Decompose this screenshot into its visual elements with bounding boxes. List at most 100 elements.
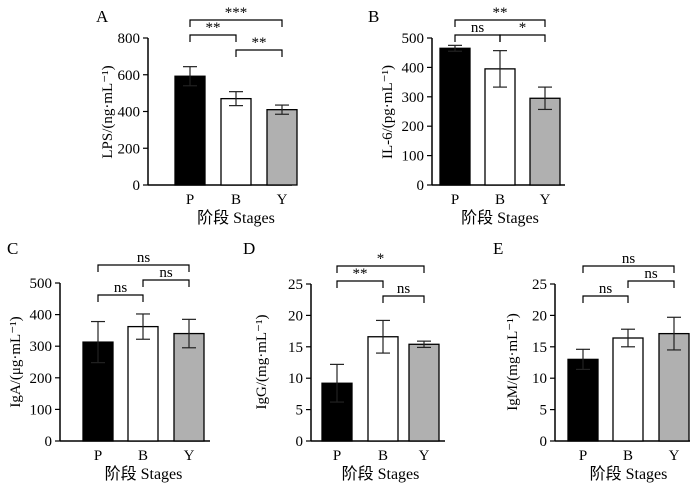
panel-d-x-axis-title: 阶段 Stages — [342, 465, 420, 483]
panel-e-x-tick-label-y: Y — [669, 448, 680, 464]
panel-b-bar-y — [529, 97, 561, 186]
panel-b-significance-label: ns — [471, 20, 485, 36]
panel-d-y-tick-label: 10 — [288, 371, 303, 387]
panel-e-significance-label: ns — [644, 266, 658, 282]
panel-d-chart: D 0 5 10 15 20 25 IgG/(mg·mL⁻¹) P B Y阶段 Stages ** ns… — [243, 239, 445, 483]
panel-c-significance-bracket — [97, 294, 144, 302]
panel-e-significance-label: ns — [599, 281, 613, 297]
panel-e-y-tick-label: 15 — [532, 340, 547, 356]
panel-b-y-axis-label: IL-6/(pg·mL⁻¹) — [380, 65, 396, 159]
panel-e-significance-bracket — [582, 265, 675, 273]
panel-d-x-tick-label-p: P — [333, 448, 341, 464]
panel-e-bar-p — [567, 358, 599, 442]
panel-b-bar-b — [484, 68, 516, 186]
panel-e-y-axis-label: IgM/(mg·mL⁻¹) — [505, 313, 521, 410]
panel-e-letter: E — [493, 239, 503, 258]
panel-a-significance-label: ** — [252, 35, 267, 51]
panel-d-y-tick-label: 0 — [296, 434, 304, 450]
panel-b-x-tick-label-b: B — [495, 192, 505, 208]
panel-b-chart: B 0 100 200 300 400 500 IL-6/(pg·mL⁻¹) P B Y阶段 Sta… — [368, 5, 565, 227]
panel-b-y-tick-label: 0 — [417, 178, 425, 194]
panel-b-significance-bracket — [499, 34, 546, 42]
panel-b-x-tick-label-p: P — [451, 192, 459, 208]
panel-d-y-tick-label: 20 — [288, 308, 303, 324]
panel-c-y-tick-label: 300 — [30, 339, 53, 355]
panel-d-significance-bracket — [336, 265, 425, 273]
panel-e-y-tick-label: 10 — [532, 371, 547, 387]
panel-d-letter: D — [243, 239, 255, 258]
panel-e-y-tick-label: 0 — [540, 434, 548, 450]
panel-d-bar-b — [367, 336, 399, 442]
panel-d-y-tick-label: 15 — [288, 340, 303, 356]
panel-e-significance-bracket — [627, 280, 675, 288]
panel-c-y-tick-label: 200 — [30, 371, 53, 387]
panel-c-y-tick-label: 500 — [30, 276, 53, 292]
panel-b-y-tick-label: 300 — [402, 90, 425, 106]
panel-a-chart: A 0 200 400 600 800 LPS/(ng·mL⁻¹) P B Y阶段 Stages *… — [96, 5, 298, 227]
panel-b-y-tick-label: 400 — [402, 60, 425, 76]
panel-c-significance-label: ns — [159, 265, 173, 281]
panel-a-letter: A — [96, 7, 109, 26]
panel-d-y-axis-label: IgG/(mg·mL⁻¹) — [254, 315, 270, 410]
panel-c-y-tick-label: 400 — [30, 308, 53, 324]
panel-d-y-tick-label: 5 — [296, 403, 304, 419]
panel-d-significance-bracket — [336, 280, 384, 288]
panel-b-y-tick-label: 100 — [402, 149, 425, 165]
panel-b-bar-p — [439, 47, 471, 186]
panel-e-significance-bracket — [582, 295, 629, 303]
panel-a-bar-b — [220, 97, 252, 186]
panel-b-significance-label: ** — [493, 5, 508, 21]
panel-c-x-axis-title: 阶段 Stages — [105, 465, 183, 483]
panel-d-significance-label: ns — [397, 281, 411, 297]
panel-a-y-tick-label: 0 — [133, 178, 141, 194]
panel-c-significance-bracket — [97, 264, 190, 272]
panel-c-x-tick-label-b: B — [138, 448, 148, 464]
panel-b-y-tick-label: 200 — [402, 119, 425, 135]
panel-d-significance-bracket — [382, 295, 425, 303]
panel-b-significance-bracket — [454, 19, 546, 27]
panel-a-y-tick-label: 200 — [118, 141, 141, 157]
panel-a-significance-label: *** — [225, 5, 248, 21]
panel-c-chart: C 0 100 200 300 400 500 IgA/(μg·mL⁻¹) P B Y阶段 Stag… — [7, 239, 210, 483]
panel-e-x-axis-title: 阶段 Stages — [590, 465, 668, 483]
panel-c-letter: C — [7, 239, 18, 258]
panel-a-x-tick-label-p: P — [186, 192, 194, 208]
panel-e-x-tick-label-b: B — [623, 448, 633, 464]
panel-b-letter: B — [368, 7, 379, 26]
panel-a-significance-bracket — [189, 34, 237, 42]
panel-a-x-tick-label-y: Y — [277, 192, 288, 208]
panel-e-bar-b — [612, 337, 644, 442]
panel-c-significance-bracket — [142, 279, 190, 287]
panel-d-significance-label: ** — [353, 266, 368, 282]
panel-d-x-tick-label-y: Y — [419, 448, 430, 464]
panel-c-significance-label: ns — [137, 250, 151, 266]
panel-a-significance-bracket — [235, 49, 283, 57]
panel-c-y-tick-label: 100 — [30, 402, 53, 418]
panel-b-x-axis-title: 阶段 Stages — [461, 209, 539, 227]
panel-c-bar-b — [127, 325, 159, 442]
panel-a-y-axis-label: LPS/(ng·mL⁻¹) — [100, 65, 116, 158]
panel-c-x-tick-label-y: Y — [184, 448, 195, 464]
panel-a-x-axis-title: 阶段 Stages — [197, 209, 275, 227]
panel-b-significance-label: * — [519, 20, 527, 36]
panel-c-significance-label: ns — [114, 280, 128, 296]
panel-a-y-tick-label: 400 — [118, 105, 141, 121]
panel-a-significance-label: ** — [206, 20, 221, 36]
panel-b-x-tick-label-y: Y — [540, 192, 551, 208]
panel-a-bar-p — [174, 75, 206, 186]
panel-a-bar-y — [266, 109, 298, 186]
panel-d-x-tick-label-b: B — [378, 448, 388, 464]
panel-a-significance-bracket — [189, 19, 283, 27]
panel-b-significance-bracket — [454, 34, 501, 42]
panel-c-y-axis-label: IgA/(μg·mL⁻¹) — [8, 316, 24, 407]
panel-e-y-tick-label: 5 — [540, 403, 548, 419]
panel-e-significance-label: ns — [622, 251, 636, 267]
panel-e-x-tick-label-p: P — [579, 448, 587, 464]
panel-b-y-tick-label: 500 — [402, 31, 425, 47]
panel-a-y-tick-label: 600 — [118, 68, 141, 84]
panel-a-y-tick-label: 800 — [118, 31, 141, 47]
panel-e-y-tick-label: 25 — [532, 277, 547, 293]
panel-e-y-tick-label: 20 — [532, 308, 547, 324]
